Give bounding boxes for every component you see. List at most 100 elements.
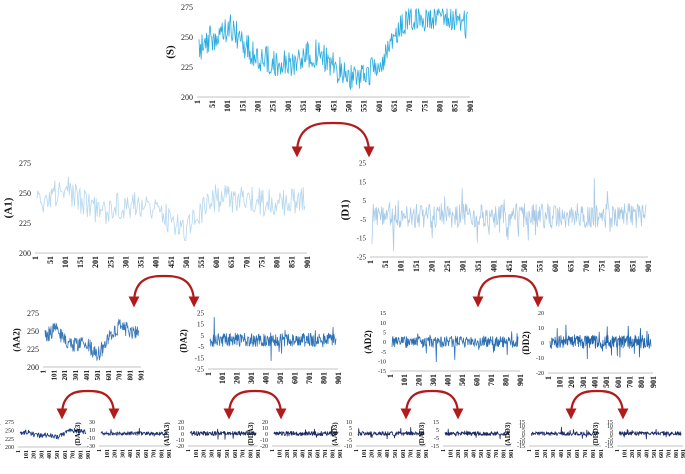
x-tick-label: 101 [362, 449, 368, 458]
y-tick-label: -20 [176, 444, 184, 450]
x-tick-label: 201 [428, 260, 437, 272]
y-tick-label: -10 [536, 356, 544, 362]
series-line-aaa3 [19, 427, 87, 440]
x-tick-label: 801 [501, 374, 510, 386]
y-tick-label: -30 [87, 444, 95, 450]
series-line-daa3 [100, 427, 168, 437]
x-tick-label: 501 [567, 449, 573, 458]
y-axis-label: (ADA3) [163, 422, 171, 446]
x-tick-label: 101 [622, 449, 628, 458]
x-tick-label: 301 [551, 449, 557, 458]
x-tick-label: 701 [241, 449, 247, 458]
y-tick-label: -10 [517, 440, 525, 446]
x-tick-label: 401 [471, 449, 477, 458]
x-tick-label: 901 [681, 449, 685, 458]
x-tick-label: 701 [71, 450, 77, 459]
y-axis-label: (DDD3) [592, 422, 600, 446]
x-tick-label: 801 [319, 372, 328, 384]
x-tick-label: 901 [649, 376, 658, 388]
y-tick-label: -10 [176, 438, 184, 444]
y-axis-label: (S) [164, 45, 176, 59]
x-tick-label: 201 [285, 449, 291, 458]
x-tick-label: 1 [527, 449, 533, 452]
y-tick-label: 20 [538, 311, 544, 317]
x-tick-label: 701 [583, 449, 589, 458]
x-tick-label: 101 [194, 449, 200, 458]
x-tick-label: 501 [225, 449, 231, 458]
x-tick-label: 601 [212, 256, 221, 268]
y-axis-label: (DA2) [179, 329, 189, 353]
y-tick-label: 10 [538, 326, 544, 332]
x-tick-label: 1 [204, 372, 213, 376]
x-tick-label: 601 [472, 374, 481, 386]
y-tick-label: -5 [520, 436, 525, 442]
x-tick-label: 151 [76, 256, 85, 268]
y-tick-label: 200 [181, 93, 193, 102]
x-tick-label: 501 [55, 450, 61, 459]
x-tick-label: 301 [464, 449, 470, 458]
x-tick-label: 551 [197, 256, 206, 268]
x-tick-label: 801 [502, 449, 508, 458]
x-tick-label: 201 [32, 450, 38, 459]
x-tick-label: 701 [625, 376, 634, 388]
x-tick-label: 151 [412, 260, 421, 272]
y-tick-label: -5 [434, 436, 439, 442]
x-tick-label: 401 [590, 376, 599, 388]
y-tick-label: -5 [360, 216, 366, 224]
x-tick-label: 701 [582, 260, 591, 272]
x-tick-label: 301 [579, 376, 588, 388]
y-tick-label: -25 [357, 253, 367, 261]
series-line-s [198, 8, 469, 90]
x-tick-label: 301 [209, 449, 215, 458]
y-axis-label: (AAA3) [0, 422, 1, 446]
y-tick-label: 5 [436, 428, 439, 434]
y-tick-label: 200 [19, 249, 31, 258]
x-tick-label: 1 [16, 450, 22, 453]
x-tick-label: 901 [516, 374, 525, 386]
panel-aa2: 275 250 225 200 (AA2) 1 101 201 301 401 501 601 701 8… [11, 309, 145, 381]
x-tick-label: 601 [290, 372, 299, 384]
x-tick-label: 101 [400, 374, 409, 386]
x-tick-label: 601 [233, 449, 239, 458]
x-tick-label: 851 [451, 100, 460, 112]
x-tick-label: 601 [401, 449, 407, 458]
y-tick-label: 275 [19, 159, 31, 168]
y-tick-label: 5 [201, 332, 205, 340]
y-axis-label: (A1) [2, 197, 14, 218]
y-tick-label: -20 [536, 371, 544, 377]
x-tick-label: 201 [253, 100, 262, 112]
y-tick-label: -5 [347, 438, 352, 444]
y-tick-label: 0 [181, 432, 184, 438]
x-tick-label: 501 [94, 370, 102, 381]
x-tick-label: 201 [370, 449, 376, 458]
x-tick-label: 301 [284, 100, 293, 112]
x-tick-label: 301 [120, 449, 126, 458]
y-tick-label: -10 [260, 438, 268, 444]
y-tick-label: 5 [522, 428, 525, 434]
x-tick-label: 401 [152, 256, 161, 268]
y-axis-label: (AD2) [363, 330, 373, 354]
y-tick-label: -15 [195, 354, 205, 362]
y-tick-label: 200 [5, 445, 14, 451]
y-tick-label: 10 [607, 424, 613, 430]
x-tick-label: 801 [613, 260, 622, 272]
y-tick-label: 225 [181, 63, 193, 72]
x-tick-label: 301 [72, 370, 80, 381]
series-line-dd2 [549, 324, 652, 360]
x-tick-label: 801 [591, 449, 597, 458]
x-tick-label: 151 [238, 100, 247, 112]
x-tick-label: 51 [208, 100, 217, 108]
x-tick-label: 901 [338, 449, 344, 458]
x-tick-label: 251 [443, 260, 452, 272]
x-tick-label: 401 [217, 449, 223, 458]
x-tick-label: 201 [543, 449, 549, 458]
series-line-ada3 [189, 428, 257, 440]
y-tick-label: -5 [608, 436, 613, 442]
y-tick-label: -15 [357, 235, 367, 243]
x-tick-label: 1 [544, 376, 553, 380]
